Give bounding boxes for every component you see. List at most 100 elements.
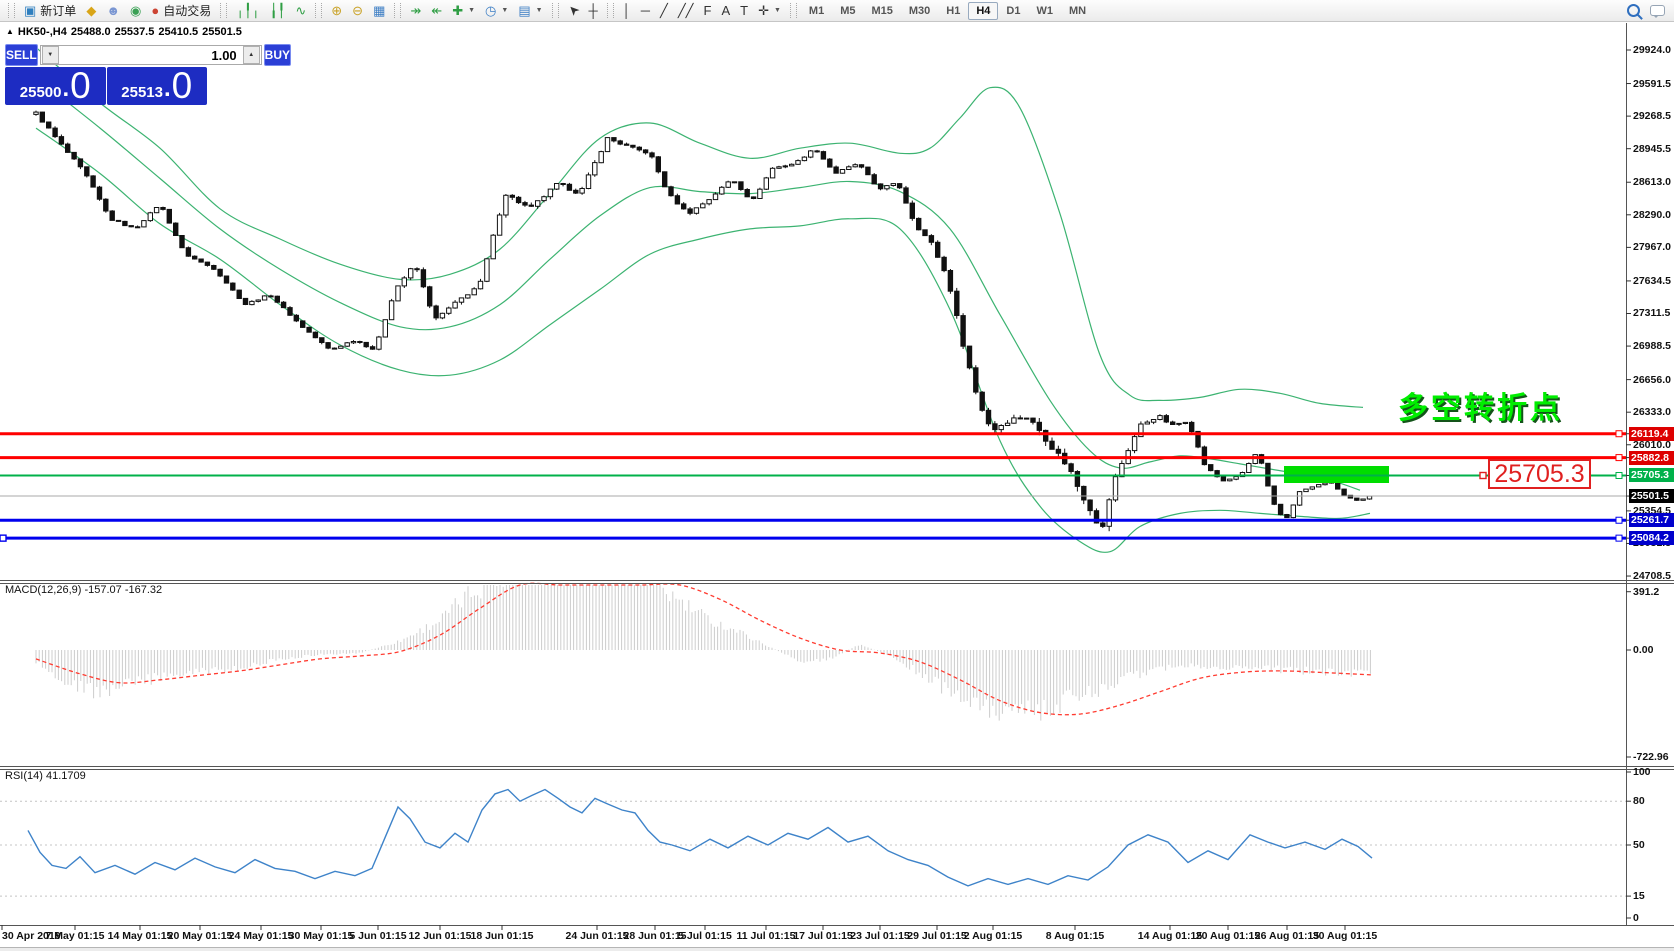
search-button[interactable] xyxy=(1622,0,1645,21)
time-tick: 23 Jul 01:15 xyxy=(850,930,910,942)
sell-price-button[interactable]: 25500. 0 xyxy=(5,67,106,105)
time-tick: 7 May 01:15 xyxy=(45,930,105,942)
gold-icon: ◆ xyxy=(86,3,97,18)
text-label-button[interactable]: T xyxy=(735,0,753,21)
timeframe-h4[interactable]: H4 xyxy=(968,1,999,20)
ohlc-low: 25410.5 xyxy=(158,26,199,38)
text-icon: A xyxy=(721,3,731,18)
equidistant-channel-button[interactable]: ╱╱ xyxy=(673,0,699,21)
main-toolbar: ▣ 新订单 ◆ ☻ ◉ ● 自动交易 ╷╿╷ ╽╿ ∿ ⊕ ⊖ ▦ ↠ ↞ ✚ ▼ ◷ ▼ ▤ ▼ ➤ ┼ │ ─ ╱ ╱╱ F A T ✛… xyxy=(0,0,1674,22)
line-chart-icon: ∿ xyxy=(295,3,307,18)
tile-windows-button[interactable]: ▦ xyxy=(368,0,390,21)
price-tick: 26010.0 xyxy=(1633,438,1671,451)
price-badge-25705.3: 25705.3 xyxy=(1629,468,1674,483)
trendline-button[interactable]: ╱ xyxy=(655,0,673,21)
time-tick: 8 Aug 01:15 xyxy=(1045,930,1105,942)
vertical-line-icon: │ xyxy=(622,3,631,18)
community-button[interactable]: ☻ xyxy=(101,0,125,21)
timeframe-mn[interactable]: MN xyxy=(1068,4,1087,17)
chart-shift-button[interactable]: ↞ xyxy=(426,0,447,21)
timeframe-h1[interactable]: H1 xyxy=(946,4,961,17)
autotrading-button-label: 自动交易 xyxy=(163,4,212,18)
autoscroll-button[interactable]: ↠ xyxy=(405,0,426,21)
autotrading-icon: ● xyxy=(151,3,160,18)
time-tick: 5 Jul 01:15 xyxy=(678,930,732,942)
buy-button[interactable]: BUY xyxy=(263,44,292,66)
chevron-down-icon: ▼ xyxy=(773,7,781,14)
line-chart-button[interactable]: ∿ xyxy=(290,0,311,21)
market-button[interactable]: ◆ xyxy=(81,0,101,21)
sell-price-decimal: 0 xyxy=(70,65,91,106)
fibonacci-button[interactable]: F xyxy=(699,0,717,21)
rsi-levels xyxy=(0,800,1626,897)
timeframe-m1[interactable]: M1 xyxy=(808,4,825,17)
volume-input[interactable] xyxy=(59,46,242,64)
macd-histogram xyxy=(35,585,1371,721)
signals-button[interactable]: ◉ xyxy=(125,0,146,21)
rsi-axis-tick: 0 xyxy=(1633,912,1639,924)
sell-button[interactable]: SELL xyxy=(5,44,38,66)
zoom-in-button[interactable]: ⊕ xyxy=(326,0,347,21)
indicators-dropdown-icon: ✚ xyxy=(452,3,464,18)
timeframe-d1[interactable]: D1 xyxy=(1006,4,1021,17)
toolbar-grip xyxy=(394,3,402,18)
templates-button[interactable]: ▤ ▼ xyxy=(513,0,547,21)
time-tick: 20 Aug 01:15 xyxy=(1195,930,1261,942)
macd-label: MACD(12,26,9) -157.07 -167.32 xyxy=(5,584,163,596)
price-tick: 28290.0 xyxy=(1633,208,1671,221)
toolbar-grip xyxy=(606,3,614,18)
price-tick: 28613.0 xyxy=(1633,176,1671,189)
cursor-icon: ➤ xyxy=(563,1,583,20)
price-tick: 26333.0 xyxy=(1633,406,1671,419)
pane-borders xyxy=(0,23,1674,926)
timeframe-m30[interactable]: M30 xyxy=(908,4,931,17)
text-label-icon: T xyxy=(740,3,749,18)
timeframe-m15[interactable]: M15 xyxy=(871,4,893,17)
horizontal-line-button[interactable]: ─ xyxy=(636,0,655,21)
volume-decrease-button[interactable]: ▼ xyxy=(41,46,59,64)
indicators-button[interactable]: ✚ ▼ xyxy=(447,0,480,21)
time-tick: 2 Aug 01:15 xyxy=(963,930,1023,942)
new-order-button[interactable]: ▣ 新订单 xyxy=(19,0,81,21)
timeframe-m5[interactable]: M5 xyxy=(840,4,856,17)
collapse-icon[interactable]: ▲ xyxy=(6,27,14,36)
time-tick: 30 May 01:15 xyxy=(288,930,354,942)
window-bottom-edge xyxy=(0,947,1674,951)
rsi-line xyxy=(27,788,1373,887)
ohlc-high: 25537.5 xyxy=(114,26,155,38)
buy-price-button[interactable]: 25513. 0 xyxy=(106,67,207,105)
volume-stepper: ▼ ▲ xyxy=(39,45,262,65)
zoom-in-icon: ⊕ xyxy=(331,3,343,18)
bar-chart-icon: ╷╿╷ xyxy=(236,3,260,18)
toolbar-grip xyxy=(8,3,15,18)
chevron-down-icon: ▼ xyxy=(468,7,476,14)
autotrading-button[interactable]: ● 自动交易 xyxy=(146,0,216,21)
price-tick: 26656.0 xyxy=(1633,373,1671,386)
price-callout-label[interactable]: 25705.3 xyxy=(1488,459,1591,489)
hline-25084.2 xyxy=(0,534,1626,542)
volume-increase-button[interactable]: ▲ xyxy=(242,46,260,64)
candlestick-chart-button[interactable]: ╽╿ xyxy=(265,0,291,21)
crosshair-icon: ┼ xyxy=(588,3,598,18)
timeframe-w1[interactable]: W1 xyxy=(1036,4,1053,17)
cursor-button[interactable]: ➤ xyxy=(563,0,584,21)
periods-dropdown-icon: ◷ xyxy=(485,3,497,18)
time-tick: 20 May 01:15 xyxy=(167,930,233,942)
buy-price-main: 25513 xyxy=(121,84,163,101)
turning-point-annotation[interactable]: 多空转折点 xyxy=(1398,392,1563,425)
bollinger-upper xyxy=(35,46,1364,408)
macd-signal-line xyxy=(35,582,1373,716)
bar-chart-button[interactable]: ╷╿╷ xyxy=(231,0,264,21)
hline-26119.4 xyxy=(0,430,1626,438)
zoom-out-button[interactable]: ⊖ xyxy=(347,0,368,21)
vertical-line-button[interactable]: │ xyxy=(618,0,636,21)
hline-25705.3 xyxy=(0,471,1626,480)
periods-button[interactable]: ◷ ▼ xyxy=(480,0,513,21)
text-button[interactable]: A xyxy=(716,0,735,21)
chat-button[interactable] xyxy=(1645,0,1670,21)
arrows-button[interactable]: ✛ ▼ xyxy=(753,0,786,21)
crosshair-button[interactable]: ┼ xyxy=(583,0,602,21)
time-tick: 18 Jun 01:15 xyxy=(470,930,534,942)
candles xyxy=(33,110,1373,532)
chart-area[interactable] xyxy=(0,23,1626,580)
